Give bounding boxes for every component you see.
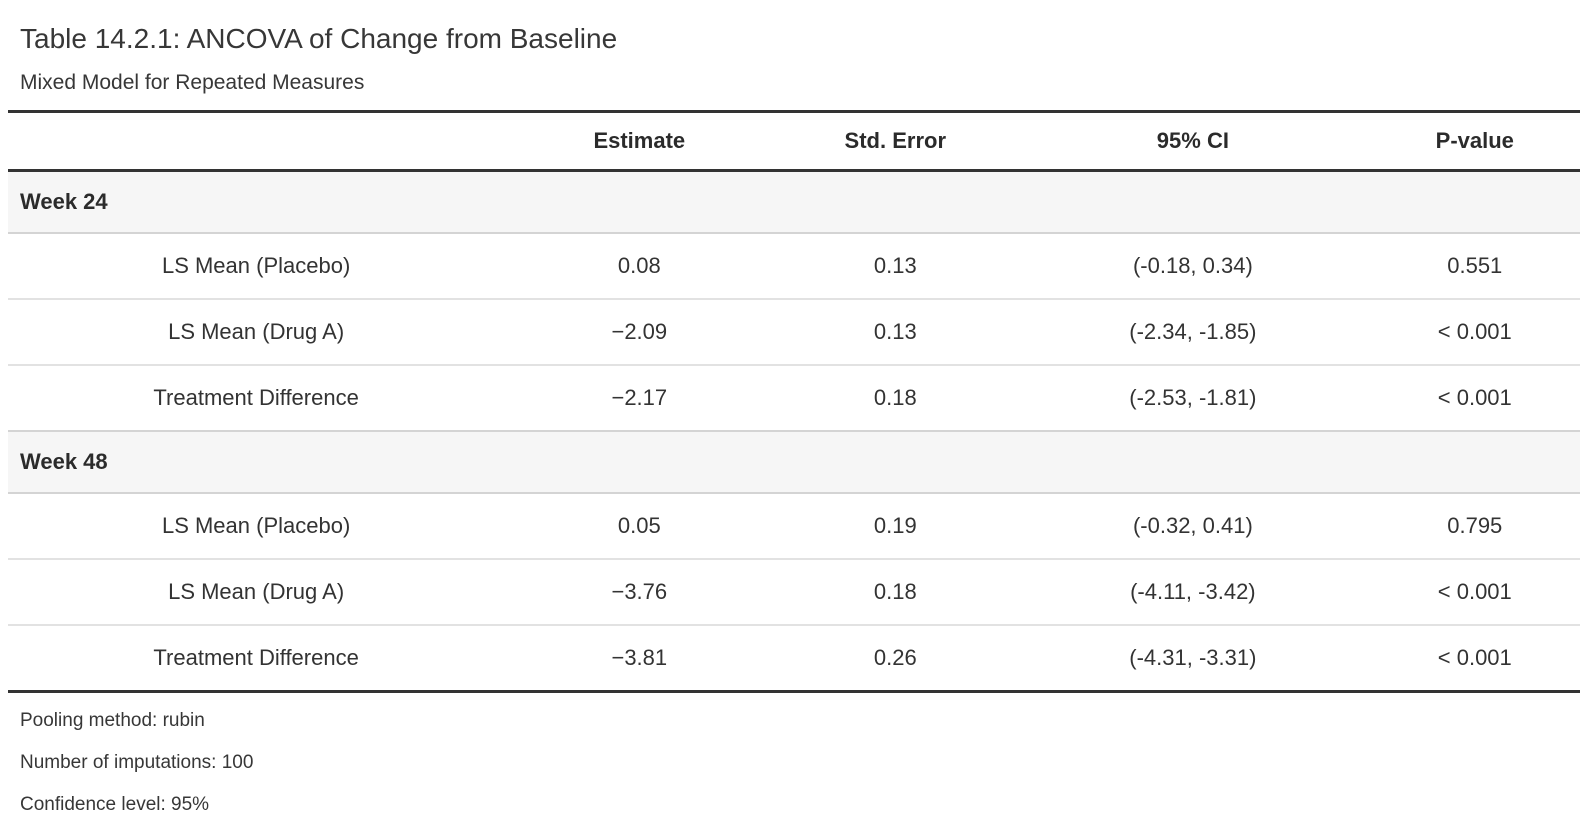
ci-cell: (-4.31, -3.31) bbox=[1016, 625, 1370, 693]
footnote-pooling-method: Pooling method: rubin bbox=[20, 710, 205, 731]
table-subtitle: Mixed Model for Repeated Measures bbox=[20, 71, 365, 94]
p-value-cell: 0.551 bbox=[1369, 233, 1580, 300]
p-value-cell: < 0.001 bbox=[1369, 559, 1580, 626]
p-value-cell: < 0.001 bbox=[1369, 299, 1580, 366]
p-value-cell: < 0.001 bbox=[1369, 365, 1580, 432]
column-header-p-value: P-value bbox=[1369, 110, 1580, 172]
ancova-results-table: Estimate Std. Error 95% CI P-value Week … bbox=[8, 110, 1580, 693]
group-row-week-48: Week 48 bbox=[8, 431, 1580, 494]
estimate-cell: 0.05 bbox=[504, 493, 775, 560]
estimate-cell: −3.76 bbox=[504, 559, 775, 626]
p-value-cell: 0.795 bbox=[1369, 493, 1580, 560]
std-error-cell: 0.18 bbox=[774, 365, 1017, 432]
estimate-cell: −3.81 bbox=[504, 625, 775, 693]
group-label: Week 24 bbox=[8, 170, 1580, 234]
estimate-cell: 0.08 bbox=[504, 233, 775, 300]
footnote-number-of-imputations: Number of imputations: 100 bbox=[20, 752, 254, 773]
ci-cell: (-0.18, 0.34) bbox=[1016, 233, 1370, 300]
column-header-std-error: Std. Error bbox=[774, 110, 1017, 172]
column-header-estimate: Estimate bbox=[504, 110, 775, 172]
table-row: LS Mean (Placebo) 0.08 0.13 (-0.18, 0.34… bbox=[8, 233, 1580, 300]
stub-column-header bbox=[8, 110, 505, 172]
ci-cell: (-0.32, 0.41) bbox=[1016, 493, 1370, 560]
ci-cell: (-4.11, -3.42) bbox=[1016, 559, 1370, 626]
std-error-cell: 0.26 bbox=[774, 625, 1017, 693]
row-label: LS Mean (Drug A) bbox=[8, 299, 505, 366]
column-header-row: Estimate Std. Error 95% CI P-value bbox=[8, 110, 1580, 172]
row-label: LS Mean (Placebo) bbox=[8, 493, 505, 560]
table-row: Treatment Difference −2.17 0.18 (-2.53, … bbox=[8, 365, 1580, 432]
group-label: Week 48 bbox=[8, 431, 1580, 494]
row-label: LS Mean (Placebo) bbox=[8, 233, 505, 300]
table-row: LS Mean (Drug A) −3.76 0.18 (-4.11, -3.4… bbox=[8, 559, 1580, 626]
row-label: Treatment Difference bbox=[8, 625, 505, 693]
std-error-cell: 0.19 bbox=[774, 493, 1017, 560]
table-row: LS Mean (Drug A) −2.09 0.13 (-2.34, -1.8… bbox=[8, 299, 1580, 366]
ci-cell: (-2.34, -1.85) bbox=[1016, 299, 1370, 366]
table-heading: Table 14.2.1: ANCOVA of Change from Base… bbox=[8, 0, 1580, 110]
row-label: LS Mean (Drug A) bbox=[8, 559, 505, 626]
footnote-confidence-level: Confidence level: 95% bbox=[20, 794, 210, 815]
ci-cell: (-2.53, -1.81) bbox=[1016, 365, 1370, 432]
estimate-cell: −2.17 bbox=[504, 365, 775, 432]
p-value-cell: < 0.001 bbox=[1369, 625, 1580, 693]
table-row: Treatment Difference −3.81 0.26 (-4.31, … bbox=[8, 625, 1580, 693]
group-row-week-24: Week 24 bbox=[8, 170, 1580, 234]
row-label: Treatment Difference bbox=[8, 365, 505, 432]
std-error-cell: 0.13 bbox=[774, 233, 1017, 300]
std-error-cell: 0.13 bbox=[774, 299, 1017, 366]
estimate-cell: −2.09 bbox=[504, 299, 775, 366]
column-header-95-ci: 95% CI bbox=[1016, 110, 1370, 172]
std-error-cell: 0.18 bbox=[774, 559, 1017, 626]
table-title: Table 14.2.1: ANCOVA of Change from Base… bbox=[20, 23, 618, 54]
table-row: LS Mean (Placebo) 0.05 0.19 (-0.32, 0.41… bbox=[8, 493, 1580, 560]
table-footnotes: Pooling method: rubin Number of imputati… bbox=[8, 693, 1580, 816]
